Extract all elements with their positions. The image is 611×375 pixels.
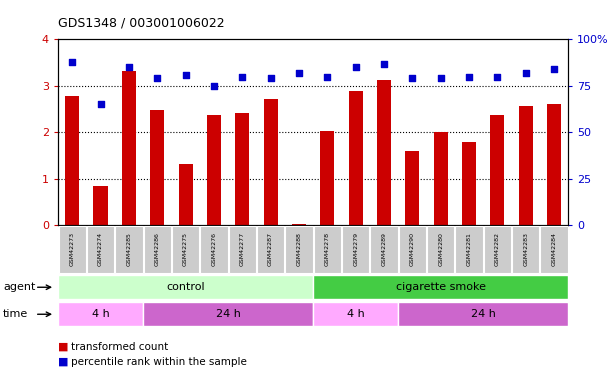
Text: GSM42282: GSM42282 (495, 232, 500, 266)
Text: GSM42288: GSM42288 (296, 232, 301, 266)
Text: time: time (3, 309, 28, 319)
Bar (178, 164, 192, 225)
Bar (150, 110, 164, 225)
Point (436, 75, 445, 81)
FancyBboxPatch shape (427, 226, 455, 273)
Text: GSM42287: GSM42287 (268, 232, 273, 266)
Text: 24 h: 24 h (216, 309, 241, 319)
Bar (235, 113, 249, 225)
FancyBboxPatch shape (512, 226, 540, 273)
Text: GSM42284: GSM42284 (552, 232, 557, 266)
FancyBboxPatch shape (313, 302, 398, 327)
Text: ■: ■ (58, 357, 68, 367)
FancyBboxPatch shape (313, 275, 568, 300)
Bar (462, 142, 476, 225)
Point (209, 83, 219, 89)
Text: GSM42285: GSM42285 (126, 232, 131, 266)
Point (96, 101, 106, 107)
FancyBboxPatch shape (87, 226, 114, 273)
Point (238, 74, 247, 80)
Text: GSM42279: GSM42279 (353, 232, 358, 266)
Text: GSM42278: GSM42278 (325, 232, 330, 266)
Text: GSM42286: GSM42286 (155, 232, 159, 266)
Bar (348, 91, 363, 225)
Point (294, 70, 304, 76)
FancyBboxPatch shape (313, 226, 341, 273)
Bar (377, 80, 391, 225)
Text: GSM42281: GSM42281 (467, 232, 472, 266)
Point (549, 66, 559, 72)
Text: GSM42273: GSM42273 (70, 232, 75, 266)
Text: agent: agent (3, 282, 35, 292)
Point (181, 72, 191, 78)
Bar (65, 96, 79, 225)
Text: GSM42275: GSM42275 (183, 232, 188, 266)
Text: 4 h: 4 h (347, 309, 365, 319)
Point (408, 75, 417, 81)
Text: GSM42280: GSM42280 (438, 232, 443, 266)
Point (464, 74, 474, 80)
FancyBboxPatch shape (172, 226, 199, 273)
FancyBboxPatch shape (342, 226, 369, 273)
FancyBboxPatch shape (398, 302, 568, 327)
Bar (93, 186, 108, 225)
Bar (292, 224, 306, 225)
Point (124, 64, 134, 70)
FancyBboxPatch shape (59, 226, 86, 273)
Text: GSM42276: GSM42276 (211, 232, 216, 266)
FancyBboxPatch shape (399, 226, 426, 273)
Bar (122, 71, 136, 225)
Point (521, 70, 530, 76)
FancyBboxPatch shape (285, 226, 313, 273)
Bar (207, 115, 221, 225)
Point (379, 60, 389, 66)
FancyBboxPatch shape (370, 226, 398, 273)
Point (152, 75, 162, 81)
FancyBboxPatch shape (58, 302, 143, 327)
FancyBboxPatch shape (143, 302, 313, 327)
Bar (263, 99, 278, 225)
FancyBboxPatch shape (541, 226, 568, 273)
FancyBboxPatch shape (455, 226, 483, 273)
Text: transformed count: transformed count (71, 342, 169, 352)
Text: ■: ■ (58, 342, 68, 352)
Point (266, 75, 276, 81)
Text: 24 h: 24 h (470, 309, 496, 319)
Text: percentile rank within the sample: percentile rank within the sample (71, 357, 247, 367)
Bar (320, 131, 334, 225)
FancyBboxPatch shape (115, 226, 142, 273)
Text: GSM42277: GSM42277 (240, 232, 245, 266)
FancyBboxPatch shape (257, 226, 284, 273)
Bar (405, 151, 419, 225)
Bar (547, 104, 561, 225)
FancyBboxPatch shape (200, 226, 227, 273)
Text: GSM42283: GSM42283 (523, 232, 529, 266)
Text: GSM42289: GSM42289 (381, 232, 387, 266)
Point (351, 64, 360, 70)
Bar (490, 115, 505, 225)
Bar (434, 132, 448, 225)
FancyBboxPatch shape (229, 226, 256, 273)
Text: control: control (166, 282, 205, 292)
Text: 4 h: 4 h (92, 309, 109, 319)
Text: cigarette smoke: cigarette smoke (396, 282, 486, 292)
Text: GSM42290: GSM42290 (410, 232, 415, 266)
Point (67, 58, 77, 64)
Point (492, 74, 502, 80)
Bar (519, 106, 533, 225)
FancyBboxPatch shape (144, 226, 171, 273)
Text: GSM42274: GSM42274 (98, 232, 103, 266)
Text: GDS1348 / 003001006022: GDS1348 / 003001006022 (58, 17, 225, 30)
Point (323, 74, 332, 80)
FancyBboxPatch shape (484, 226, 511, 273)
FancyBboxPatch shape (58, 275, 313, 300)
